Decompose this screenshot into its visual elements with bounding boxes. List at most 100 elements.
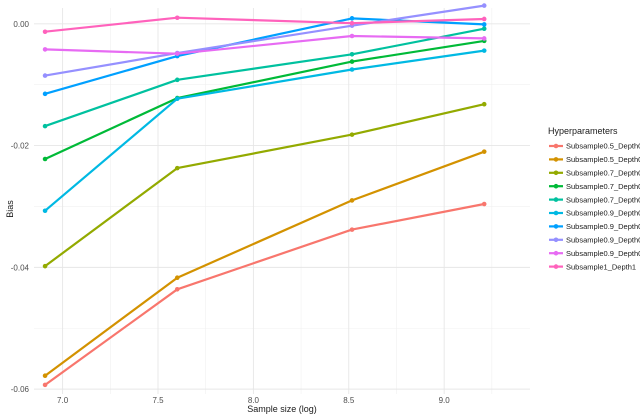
x-tick-label: 8.0 (248, 396, 260, 405)
series-line (44, 150, 485, 377)
data-point (42, 47, 48, 52)
data-point (42, 123, 48, 129)
data-point (481, 101, 487, 107)
data-point (349, 33, 355, 39)
series-layer (42, 3, 487, 388)
legend-key-point (553, 250, 559, 256)
legend-label: Subsample0.7_Depth0.7 (566, 195, 640, 204)
series-Subsample0.5_Depth0.5 (42, 149, 487, 379)
data-point (481, 48, 487, 53)
series-Subsample0.7_Depth0.3 (42, 101, 487, 269)
legend-item: Subsample0.9_Depth0.3 (549, 209, 640, 218)
legend-title: Hyperparameters (548, 126, 618, 136)
legend-key-point (553, 183, 559, 189)
data-point (174, 275, 180, 281)
legend-item: Subsample0.9_Depth0.9 (549, 249, 640, 258)
x-tick-label: 7.5 (152, 396, 164, 405)
legend-key-point (553, 237, 559, 243)
legend-item: Subsample0.7_Depth0.5 (549, 182, 640, 191)
x-tick-labels: 7.0 7.5 8.0 8.5 9.0 (57, 396, 450, 405)
data-point (42, 382, 48, 388)
data-point (349, 132, 355, 137)
series-Subsample0.9_Depth0.3 (42, 48, 487, 214)
x-tick-label: 9.0 (439, 396, 451, 405)
x-axis-title: Sample size (log) (247, 404, 317, 414)
legend-label: Subsample0.9_Depth0.7 (566, 236, 640, 245)
series-line (44, 4, 485, 77)
data-point (174, 165, 180, 171)
data-point (349, 51, 355, 57)
series-line (44, 39, 485, 160)
legend-key-point (553, 170, 559, 176)
legend-key-point (553, 224, 559, 229)
data-point (42, 208, 48, 214)
legend-item: Subsample0.5_Depth0.3 (549, 142, 640, 151)
data-point (349, 16, 355, 21)
data-point (42, 29, 48, 35)
data-point (349, 198, 355, 203)
data-point (481, 149, 487, 154)
data-point (42, 373, 48, 379)
y-axis-title: Bias (5, 200, 15, 218)
y-tick-label: -0.06 (11, 385, 30, 394)
legend-label: Subsample1_Depth1 (566, 262, 636, 271)
y-tick-label: -0.02 (11, 142, 30, 151)
series-line (44, 49, 485, 212)
series-line (44, 16, 485, 33)
series-line (44, 103, 485, 267)
legend-item: Subsample0.7_Depth0.3 (549, 169, 640, 178)
legend-label: Subsample0.9_Depth0.9 (566, 249, 640, 258)
legend-key-point (553, 210, 559, 216)
y-tick-label: -0.04 (11, 263, 30, 272)
data-point (42, 263, 48, 269)
legend-item: Subsample0.5_Depth0.5 (549, 155, 640, 164)
legend-item: Subsample1_Depth1 (549, 262, 636, 271)
legend-key-point (553, 264, 559, 269)
y-tick-label: 0.00 (13, 20, 29, 29)
series-Subsample0.9_Depth0.9 (42, 33, 487, 56)
legend-label: Subsample0.5_Depth0.3 (566, 142, 640, 151)
data-point (481, 201, 487, 207)
data-point (349, 59, 355, 64)
data-point (174, 77, 180, 83)
series-Subsample0.5_Depth0.3 (42, 201, 487, 388)
data-point (481, 36, 487, 41)
legend-key-point (553, 197, 559, 202)
data-point (349, 20, 355, 26)
series-Subsample0.7_Depth0.5 (42, 38, 487, 162)
data-point (481, 26, 487, 32)
series-line (44, 27, 485, 128)
data-point (481, 3, 487, 8)
legend-items: Subsample0.5_Depth0.3 Subsample0.5_Depth0… (549, 142, 640, 271)
series-line (44, 202, 485, 386)
legend-label: Subsample0.9_Depth0.5 (566, 222, 640, 231)
data-point (349, 67, 355, 72)
legend-item: Subsample0.9_Depth0.7 (549, 236, 640, 245)
y-tick-labels: 0.00 -0.02 -0.04 -0.06 (11, 20, 30, 394)
data-point (42, 73, 48, 78)
legend-item: Subsample0.7_Depth0.7 (549, 195, 640, 204)
legend-label: Subsample0.7_Depth0.5 (566, 182, 640, 191)
series-Subsample1_Depth1 (42, 15, 487, 35)
legend-label: Subsample0.5_Depth0.5 (566, 155, 640, 164)
data-point (174, 15, 180, 21)
legend-item: Subsample0.9_Depth0.5 (549, 222, 640, 231)
legend-key-point (553, 157, 559, 162)
data-point (349, 227, 355, 232)
legend-label: Subsample0.7_Depth0.3 (566, 169, 640, 178)
legend-key-point (553, 143, 559, 149)
x-tick-label: 7.0 (57, 396, 69, 405)
data-point (42, 91, 48, 97)
data-point (174, 286, 180, 292)
legend: Hyperparameters Subsample0.5_Depth0.3Sub… (548, 126, 640, 271)
series-line (45, 34, 485, 55)
data-point (42, 156, 48, 162)
data-point (174, 96, 180, 102)
data-point (174, 51, 180, 56)
legend-label: Subsample0.9_Depth0.3 (566, 209, 640, 218)
series-Subsample0.7_Depth0.7 (42, 26, 487, 129)
x-tick-label: 8.5 (343, 396, 355, 405)
series-line (44, 17, 485, 95)
data-point (481, 16, 487, 22)
